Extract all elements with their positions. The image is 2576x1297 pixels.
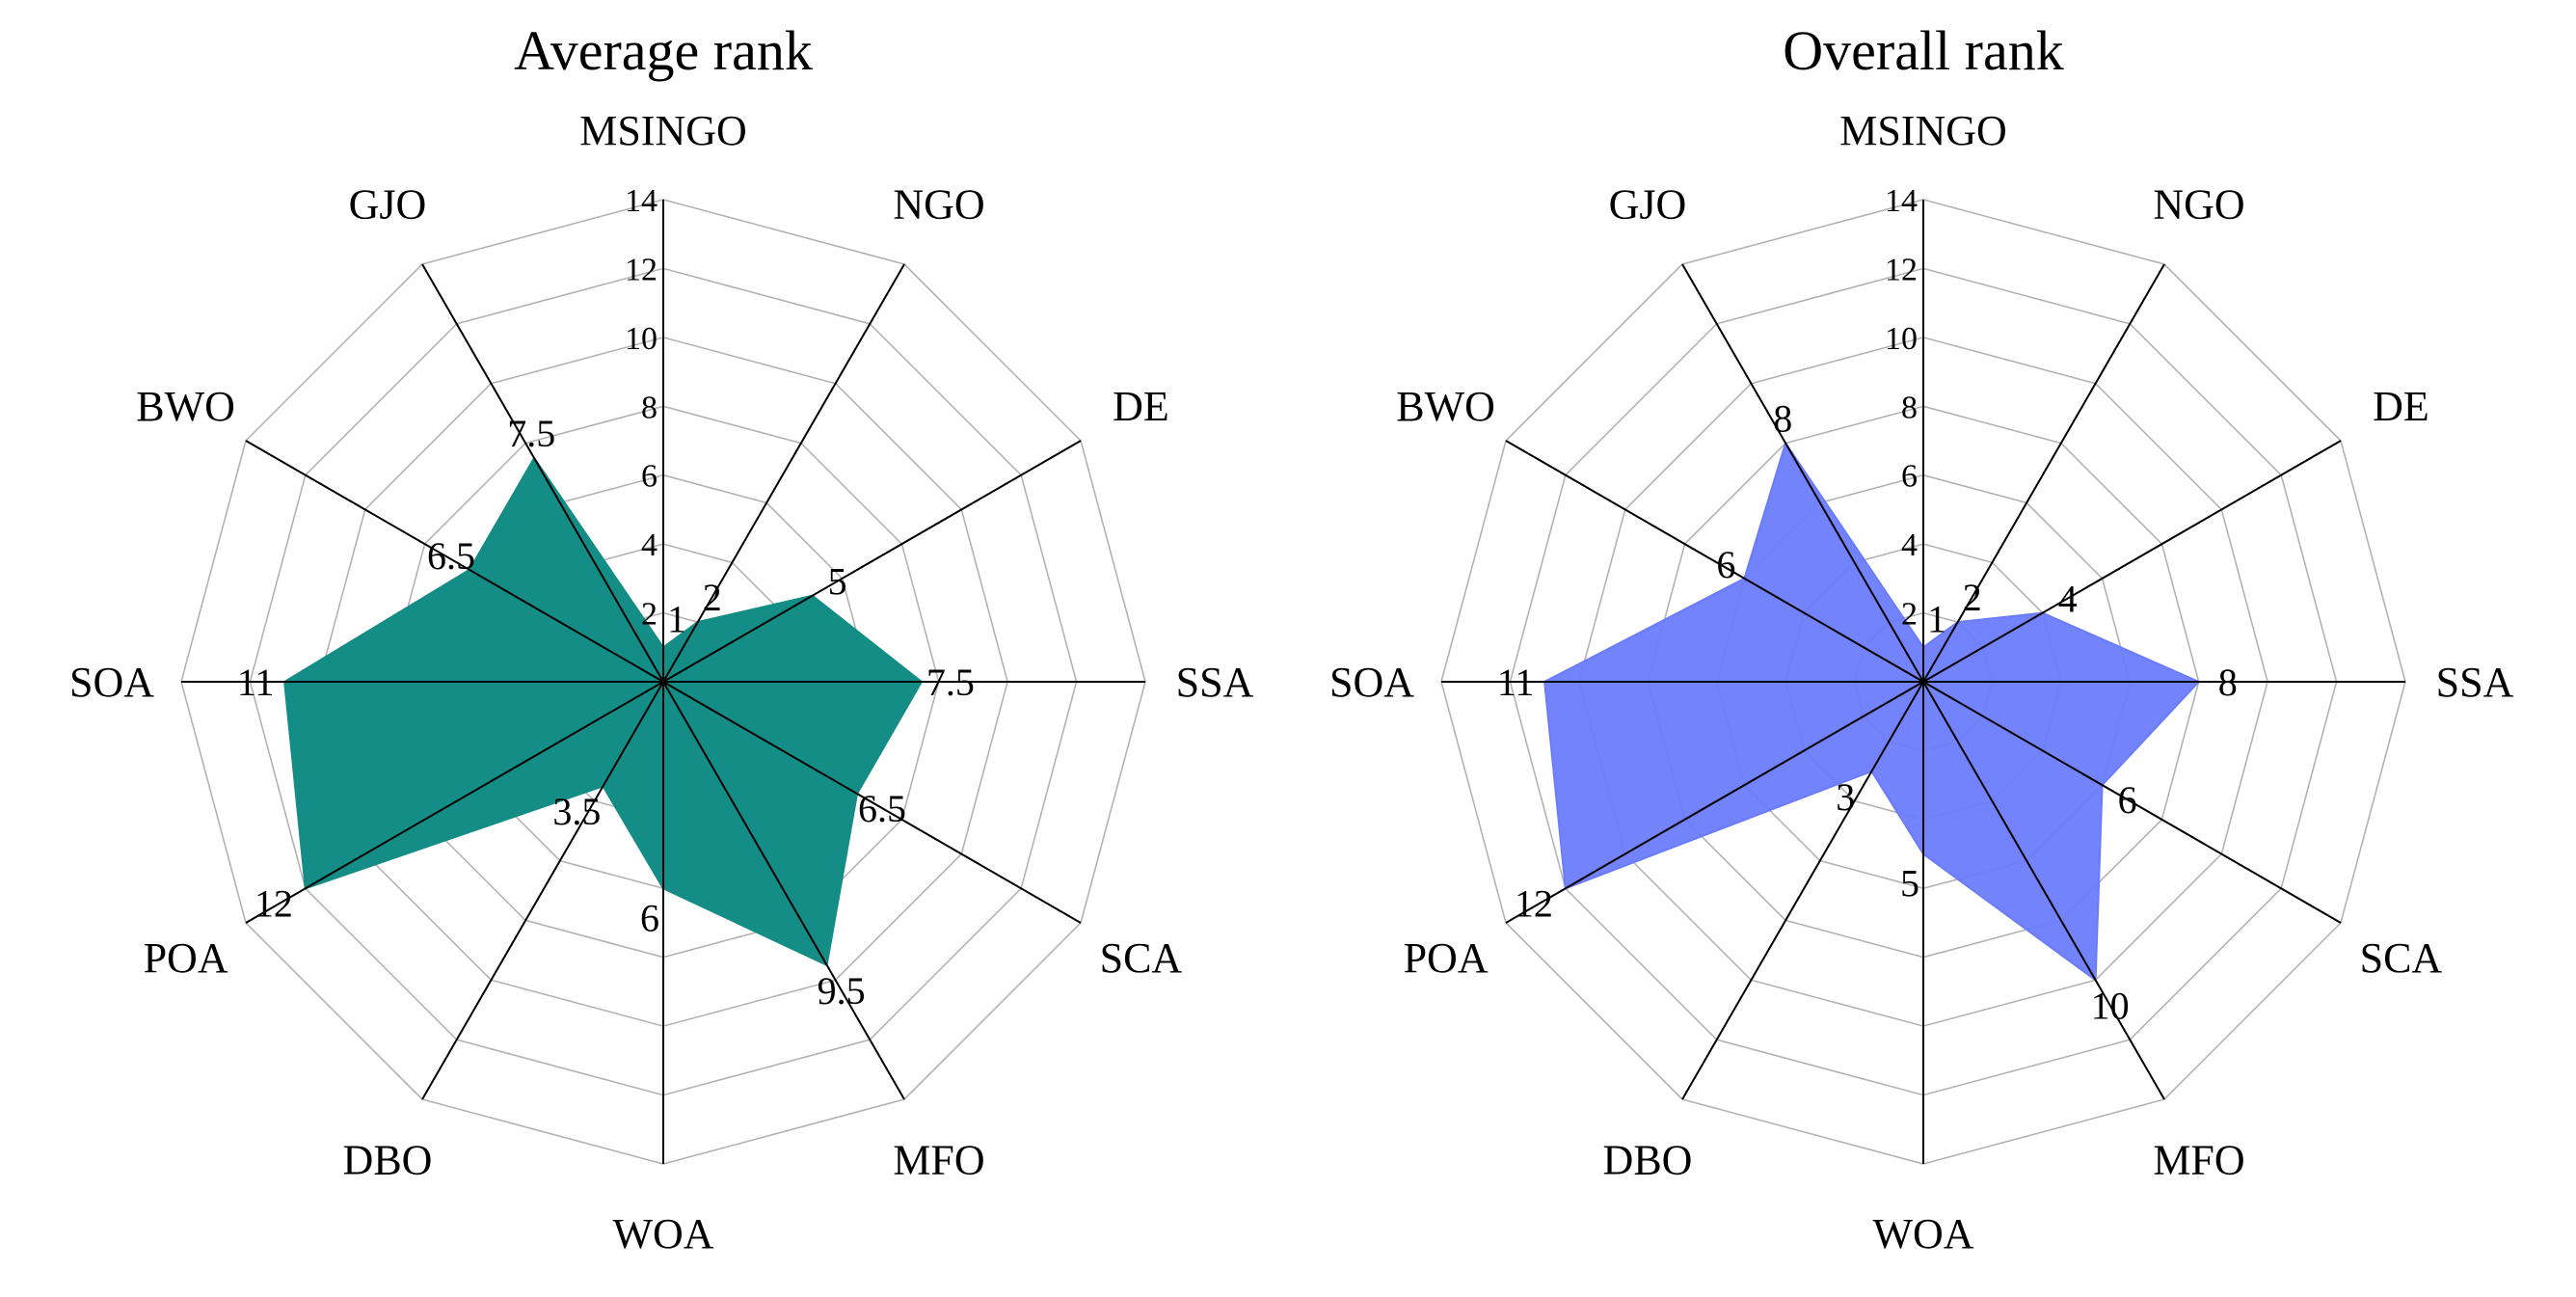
category-label-soa: SOA bbox=[1329, 659, 1414, 706]
radial-tick-label: 2 bbox=[641, 597, 657, 633]
axis-spoke bbox=[1922, 681, 2342, 924]
data-label-dbo: 3.5 bbox=[552, 790, 601, 833]
category-label-ssa: SSA bbox=[1176, 659, 1254, 706]
data-label-gjo: 7.5 bbox=[507, 412, 555, 455]
category-label-bwo: BWO bbox=[136, 383, 235, 430]
category-label-dbo: DBO bbox=[1603, 1136, 1693, 1183]
data-label-woa: 6 bbox=[640, 896, 659, 939]
axis-spoke bbox=[662, 681, 1082, 924]
data-label-mfo: 9.5 bbox=[818, 969, 866, 1013]
data-label-msingo: 1 bbox=[667, 597, 686, 640]
chart-title: Average rank bbox=[514, 19, 813, 82]
category-label-sca: SCA bbox=[1100, 934, 1183, 982]
axis-spoke bbox=[1681, 681, 1924, 1100]
data-label-ngo: 2 bbox=[703, 576, 722, 619]
category-label-poa: POA bbox=[1404, 934, 1489, 982]
radial-tick-label: 12 bbox=[625, 252, 657, 287]
data-label-sca: 6 bbox=[2118, 778, 2137, 822]
axis-spoke bbox=[662, 263, 905, 683]
data-label-mfo: 10 bbox=[2091, 984, 2130, 1027]
radial-tick-label: 14 bbox=[1885, 183, 1918, 219]
data-label-poa: 12 bbox=[255, 881, 293, 925]
data-label-de: 5 bbox=[828, 560, 847, 604]
data-label-soa: 11 bbox=[1497, 661, 1535, 704]
category-label-ssa: SSA bbox=[2436, 659, 2514, 706]
data-label-sca: 6.5 bbox=[858, 787, 906, 830]
radial-tick-label: 12 bbox=[1885, 252, 1918, 287]
chart-title: Overall rank bbox=[1783, 19, 2063, 82]
category-label-ngo: NGO bbox=[893, 181, 984, 229]
radial-tick-label: 10 bbox=[1885, 321, 1918, 357]
data-label-ssa: 7.5 bbox=[926, 661, 975, 704]
category-label-msingo: MSINGO bbox=[1839, 107, 2007, 154]
category-label-de: DE bbox=[1113, 383, 1169, 430]
category-label-sca: SCA bbox=[2360, 934, 2443, 982]
radial-tick-label: 14 bbox=[625, 183, 657, 219]
category-label-woa: WOA bbox=[1872, 1210, 1973, 1257]
axis-spoke bbox=[245, 440, 664, 683]
radial-tick-label: 6 bbox=[641, 459, 657, 495]
category-label-woa: WOA bbox=[612, 1210, 713, 1257]
data-label-bwo: 6 bbox=[1716, 543, 1735, 586]
data-label-soa: 11 bbox=[237, 661, 275, 704]
category-label-ngo: NGO bbox=[2153, 181, 2244, 229]
category-label-de: DE bbox=[2373, 383, 2429, 430]
category-label-gjo: GJO bbox=[349, 181, 427, 229]
category-label-dbo: DBO bbox=[343, 1136, 433, 1183]
radial-tick-label: 10 bbox=[625, 321, 657, 357]
radial-tick-label: 4 bbox=[641, 527, 657, 563]
data-area bbox=[283, 456, 924, 967]
data-label-ngo: 2 bbox=[1963, 576, 1982, 619]
axis-spoke bbox=[1922, 440, 2342, 683]
data-label-gjo: 8 bbox=[1773, 397, 1792, 441]
axis-spoke bbox=[1505, 440, 1924, 683]
data-label-de: 4 bbox=[2058, 578, 2078, 621]
data-label-woa: 5 bbox=[1900, 862, 1919, 905]
category-label-poa: POA bbox=[144, 934, 228, 982]
radial-tick-label: 8 bbox=[641, 390, 657, 425]
radial-tick-label: 6 bbox=[1901, 459, 1918, 495]
radial-tick-label: 8 bbox=[1901, 390, 1918, 425]
data-label-ssa: 8 bbox=[2218, 661, 2238, 704]
axis-spoke bbox=[662, 681, 905, 1100]
category-label-soa: SOA bbox=[69, 659, 154, 706]
axis-spoke bbox=[662, 440, 1082, 683]
radial-tick-label: 2 bbox=[1901, 597, 1918, 633]
average-rank-chart: Average rank 2 4 6 8 10 12 14 MSINGO NGO DE SSA SCA… bbox=[69, 19, 1254, 1257]
category-label-msingo: MSINGO bbox=[579, 107, 747, 154]
data-label-dbo: 3 bbox=[1836, 775, 1855, 819]
axis-spoke bbox=[1922, 263, 2165, 683]
data-label-msingo: 1 bbox=[1927, 597, 1946, 640]
data-label-bwo: 6.5 bbox=[427, 534, 475, 578]
data-label-poa: 12 bbox=[1515, 881, 1553, 925]
overall-rank-chart: Overall rank 2468101214MSINGONGODESSASCA… bbox=[1329, 19, 2514, 1257]
axis-spoke bbox=[421, 263, 664, 683]
category-label-mfo: MFO bbox=[893, 1136, 984, 1183]
axis-spoke bbox=[245, 681, 664, 924]
radial-tick-label: 4 bbox=[1901, 527, 1918, 563]
axis-spoke bbox=[1681, 263, 1924, 683]
category-label-bwo: BWO bbox=[1396, 383, 1495, 430]
axis-spoke bbox=[1922, 681, 2165, 1100]
axis-spoke bbox=[1505, 681, 1924, 924]
category-label-gjo: GJO bbox=[1609, 181, 1687, 229]
axis-spoke bbox=[421, 681, 664, 1100]
category-label-mfo: MFO bbox=[2153, 1136, 2244, 1183]
